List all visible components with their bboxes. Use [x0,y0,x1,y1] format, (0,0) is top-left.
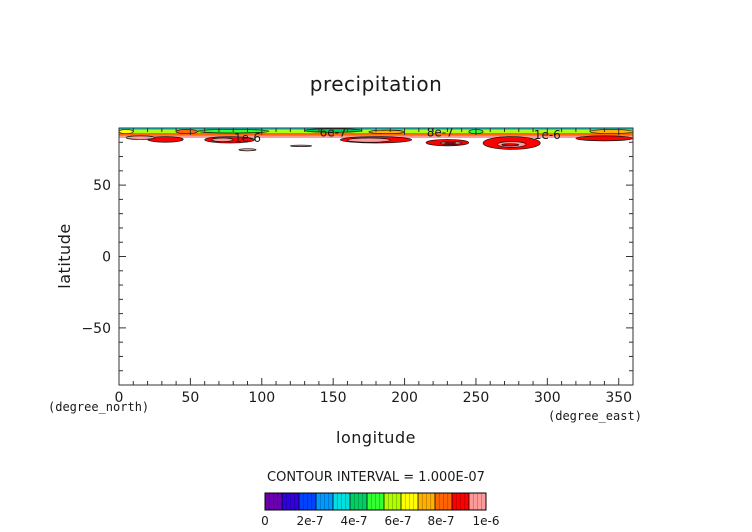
y-axis-label: latitude [55,223,74,288]
field-patch [589,129,633,135]
colorbar-labels: 0 2e-7 4e-7 6e-7 8e-7 1e-6 [261,514,499,528]
colorbar-swatch [316,493,333,510]
colorbar-swatch [265,493,282,510]
y-tick-label: 50 [93,178,111,194]
y-tick-label: 0 [102,250,111,266]
colorbar-swatch [452,493,469,510]
contour-label: 8e-7 [427,125,454,139]
plot-frame [118,127,634,386]
field-patch [119,129,134,135]
x-tick-label: 350 [605,390,632,406]
contour-labels: 1e-6 6e-7 8e-7 1e-6 [234,125,561,145]
field-patch [575,135,633,142]
contour-label: 1e-6 [534,128,561,142]
colorbar-swatch [299,493,316,510]
chart-title: precipitation [310,72,443,96]
colorbar-swatch [435,493,452,510]
colorbar-tick-label: 1e-6 [473,514,500,528]
field-patch [444,141,457,145]
x-unit-label: (degree_east) [548,409,642,423]
x-tick-label: 50 [181,390,199,406]
colorbar-tick-label: 2e-7 [297,514,324,528]
colorbar-swatch [282,493,299,510]
colorbar-swatch [469,493,486,510]
colorbar-swatch [350,493,367,510]
y-unit-label: (degree_north) [48,400,149,414]
contour-label: 1e-6 [234,131,261,145]
field-patch [368,129,405,135]
field-patch [125,135,156,140]
colorbar-swatch [367,493,384,510]
x-axis-label: longitude [336,428,416,447]
colorbar-frame [264,492,487,511]
contour-interval-label: CONTOUR INTERVAL = 1.000E-07 [267,470,485,485]
x-tick-label: 250 [463,390,490,406]
colorbar-tick-label: 0 [261,514,269,528]
x-tick-label: 150 [320,390,347,406]
field-patch [211,137,234,142]
colorbar-swatch [333,493,350,510]
colorbar [264,492,487,511]
colorbar-tick-label: 6e-7 [385,514,412,528]
field-patch [289,144,313,147]
y-axis: 50 0 −50 [81,127,633,386]
field-patch [175,129,198,135]
x-axis: 0 50 100 150 200 250 300 350 [115,128,634,406]
colorbar-swatch [401,493,418,510]
field-patch [501,143,520,147]
field-patch [347,137,391,143]
colorbar-tick-label: 4e-7 [341,514,368,528]
x-tick-label: 200 [391,390,418,406]
colorbar-swatch [418,493,435,510]
colorbar-tick-label: 8e-7 [428,514,455,528]
field-band [119,132,633,136]
x-tick-label: 100 [248,390,275,406]
y-tick-label: −50 [81,321,111,337]
field-patch [238,148,257,152]
x-tick-label: 300 [534,390,561,406]
x-tick-label: 0 [115,390,124,406]
colorbar-swatch [384,493,401,510]
